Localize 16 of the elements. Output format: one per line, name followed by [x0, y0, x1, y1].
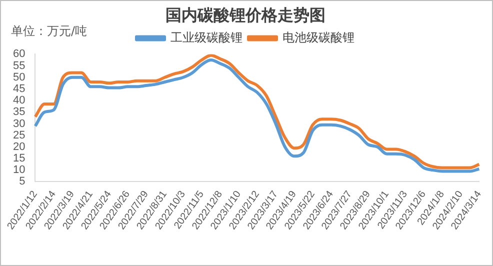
y-tick-label: 25 — [12, 129, 26, 142]
legend-label: 工业级碳酸锂 — [170, 30, 242, 45]
y-tick-label: 40 — [12, 94, 26, 107]
y-tick-label: 60 — [12, 48, 26, 60]
chart-title: 国内碳酸锂价格走势图 — [166, 6, 326, 25]
y-tick-label: 5 — [19, 176, 26, 188]
y-tick-label: 30 — [12, 118, 26, 130]
y-tick-label: 10 — [12, 164, 26, 176]
y-tick-label: 55 — [12, 60, 26, 72]
y-tick-label: 45 — [12, 82, 26, 95]
y-tick-label: 50 — [12, 71, 26, 84]
y-tick-label: 35 — [12, 106, 26, 118]
y-axis-title: 单位：万元/吨 — [11, 23, 88, 40]
y-tick-label: 15 — [12, 152, 26, 165]
legend-label: 电池级碳酸锂 — [282, 30, 354, 45]
y-tick-label: 20 — [12, 140, 26, 153]
